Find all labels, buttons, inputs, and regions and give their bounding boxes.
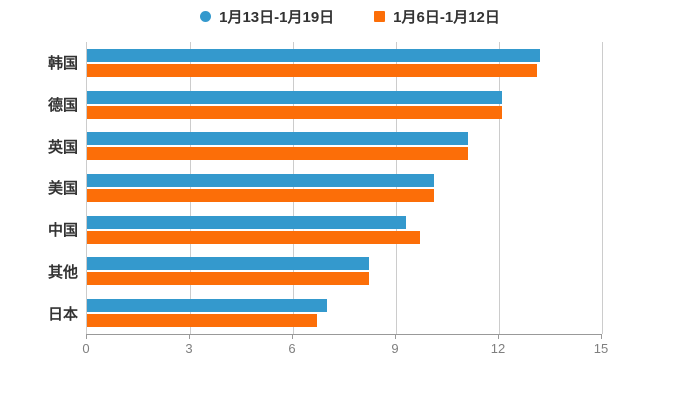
bar-group-3 bbox=[87, 167, 602, 209]
x-tick-mark-3 bbox=[189, 334, 190, 339]
bar-group-1 bbox=[87, 84, 602, 126]
x-tick-mark-9 bbox=[395, 334, 396, 339]
gridline-x-9 bbox=[396, 42, 397, 334]
gridline-x-15 bbox=[602, 42, 603, 334]
x-tick-mark-12 bbox=[498, 334, 499, 339]
bar-chart: 韩国德国英国美国中国其他日本 bbox=[0, 42, 700, 335]
category-label-5: 其他 bbox=[47, 263, 78, 281]
category-label-0: 韩国 bbox=[47, 55, 78, 73]
bar-group-5 bbox=[87, 251, 602, 293]
gridline-x-6 bbox=[293, 42, 294, 334]
legend-item-jan6-12[interactable]: 1月6日-1月12日 bbox=[374, 6, 500, 27]
plot-area bbox=[86, 42, 603, 335]
bar-blue-3[interactable] bbox=[87, 173, 434, 187]
y-axis-labels: 韩国德国英国美国中国其他日本 bbox=[0, 42, 78, 334]
legend-circle-marker-icon bbox=[200, 10, 212, 22]
legend-label-jan6-12: 1月6日-1月12日 bbox=[393, 8, 500, 26]
x-axis: 0 3 6 9 12 15 bbox=[82, 334, 608, 360]
bar-group-4 bbox=[87, 209, 602, 251]
gridline-x-3 bbox=[190, 42, 191, 334]
x-tick-label-6: 6 bbox=[288, 341, 296, 356]
bar-orange-3[interactable] bbox=[87, 188, 434, 202]
bar-blue-4[interactable] bbox=[87, 215, 407, 229]
bar-blue-1[interactable] bbox=[87, 90, 503, 104]
x-tick-mark-6 bbox=[292, 334, 293, 339]
x-tick-label-0: 0 bbox=[82, 341, 90, 356]
category-label-4: 中国 bbox=[47, 222, 78, 240]
legend-item-jan13-19[interactable]: 1月13日-1月19日 bbox=[200, 6, 334, 27]
category-label-3: 美国 bbox=[47, 180, 78, 198]
bar-orange-2[interactable] bbox=[87, 147, 469, 161]
legend: 1月13日-1月19日 1月6日-1月12日 bbox=[0, 0, 700, 26]
bar-group-0 bbox=[87, 42, 602, 84]
x-tick-mark-0 bbox=[86, 334, 87, 339]
x-tick-label-9: 9 bbox=[391, 341, 399, 356]
x-tick-label-12: 12 bbox=[490, 341, 506, 356]
category-label-6: 日本 bbox=[47, 305, 78, 323]
x-tick-mark-15 bbox=[601, 334, 602, 339]
gridline-x-12 bbox=[499, 42, 500, 334]
bar-blue-0[interactable] bbox=[87, 48, 541, 62]
bar-group-6 bbox=[87, 292, 602, 334]
legend-square-marker-icon bbox=[374, 10, 386, 22]
bar-orange-4[interactable] bbox=[87, 230, 421, 244]
bar-orange-0[interactable] bbox=[87, 63, 537, 77]
bar-blue-5[interactable] bbox=[87, 257, 369, 271]
bar-orange-6[interactable] bbox=[87, 314, 318, 328]
category-label-2: 英国 bbox=[47, 138, 78, 156]
x-tick-label-3: 3 bbox=[185, 341, 193, 356]
bar-orange-5[interactable] bbox=[87, 272, 369, 286]
x-tick-label-15: 15 bbox=[593, 341, 609, 356]
bar-orange-1[interactable] bbox=[87, 105, 503, 119]
category-label-1: 德国 bbox=[47, 97, 78, 115]
bar-blue-6[interactable] bbox=[87, 299, 328, 313]
bar-blue-2[interactable] bbox=[87, 132, 469, 146]
bar-group-2 bbox=[87, 125, 602, 167]
legend-label-jan13-19: 1月13日-1月19日 bbox=[219, 8, 335, 26]
